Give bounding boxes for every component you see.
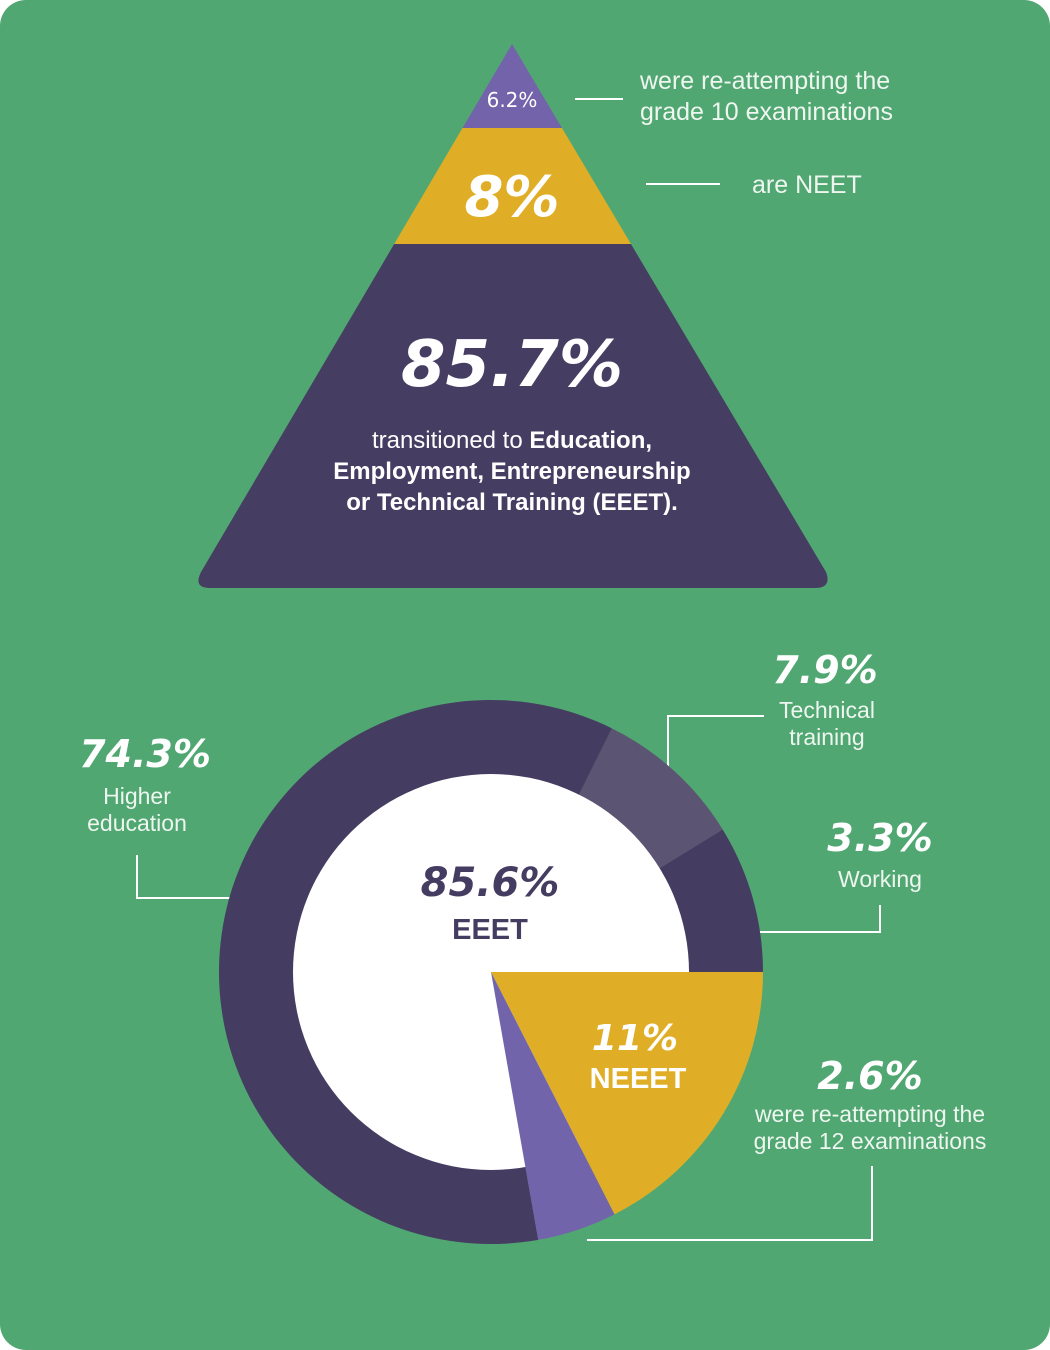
leader-working [744,905,881,933]
slice-neeet [491,972,763,1215]
leader-grade12 [587,1166,873,1241]
pyramid-middle-value: 8% [464,165,560,230]
technical-training-label: Technical training [779,697,875,750]
working-label: Working [838,866,922,892]
pyramid-top-value: 6.2% [486,88,538,112]
pyramid-level-base [198,244,828,588]
technical-training-value: 7.9% [772,648,878,692]
neeet-value: 11% [591,1018,679,1059]
donut-chart [219,700,763,1244]
leader-lines [136,98,881,1241]
slice-grade12-reattempt [491,972,615,1240]
neeet-label: NEEET [589,1063,687,1095]
leader-tech [667,715,764,786]
pyramid-base-description: transitioned to Education, Employment, E… [300,425,724,518]
pyramid-base-value: 85.7% [400,328,624,402]
working-value: 3.3% [827,816,933,860]
grade12-label: were re-attempting the grade 12 examinati… [753,1101,987,1154]
desc-plain: transitioned to [371,427,530,454]
donut-center-value: 85.6% [420,860,560,906]
donut-center-label: EEET [452,914,528,946]
higher-education-value: 74.3% [79,732,211,776]
desc-bold-3: or Technical Training (EEET). [346,489,678,516]
grade10-label: were re-attempting the grade 10 examinati… [640,67,893,126]
higher-education-label: Higher education [87,783,187,836]
desc-bold-1: Education, [529,427,653,454]
neet-label: are NEET [752,171,862,199]
desc-bold-2: Employment, Entrepreneurship [333,458,691,485]
grade12-value: 2.6% [817,1054,923,1098]
